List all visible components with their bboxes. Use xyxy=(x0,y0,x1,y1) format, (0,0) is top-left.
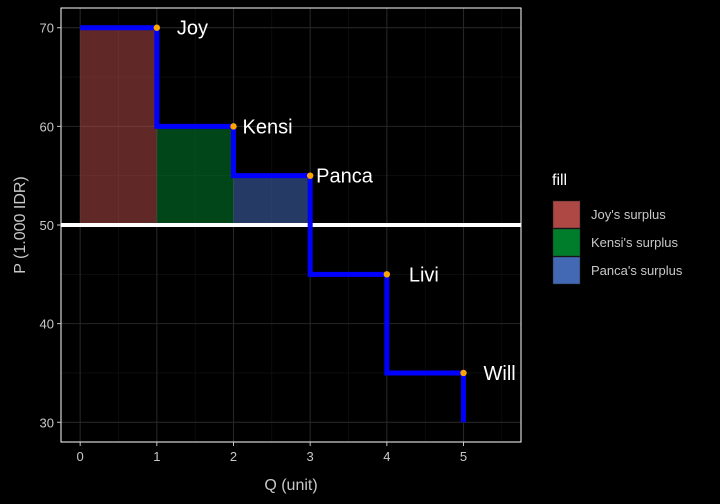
y-tick-label: 40 xyxy=(40,317,54,332)
legend-swatch xyxy=(552,200,581,229)
y-axis: 30 40 50 60 70 xyxy=(40,21,61,430)
buyer-point xyxy=(460,369,467,377)
y-axis-title: P (1.000 IDR) xyxy=(12,176,29,274)
legend-title: fill xyxy=(552,172,567,189)
legend-swatch xyxy=(552,256,581,285)
buyer-label: Panca xyxy=(316,166,374,188)
x-tick-label: 2 xyxy=(230,449,237,464)
y-tick-label: 30 xyxy=(40,415,54,430)
y-tick-label: 60 xyxy=(40,119,54,134)
legend-label: Panca's surplus xyxy=(591,263,683,278)
x-tick-label: 5 xyxy=(460,449,467,464)
surplus-area xyxy=(156,126,234,225)
buyer-point xyxy=(230,123,237,130)
legend-label: Kensi's surplus xyxy=(591,235,679,250)
x-tick-label: 3 xyxy=(307,449,314,464)
buyer-label: Joy xyxy=(177,18,208,40)
buyer-point xyxy=(153,24,161,31)
y-tick-label: 50 xyxy=(40,218,54,233)
legend: fill Joy's surplus Kensi's surplus Panca's… xyxy=(552,172,683,285)
legend-swatch xyxy=(552,228,581,257)
buyer-label: Will xyxy=(484,363,516,385)
surplus-areas xyxy=(80,27,311,226)
legend-label: Joy's surplus xyxy=(591,207,666,222)
x-tick-label: 4 xyxy=(383,449,390,464)
surplus-area xyxy=(233,175,311,225)
buyer-label: Livi xyxy=(409,264,439,286)
x-tick-label: 0 xyxy=(77,449,84,464)
x-axis: 0 1 2 3 4 5 xyxy=(77,442,467,464)
y-tick-label: 70 xyxy=(40,21,54,36)
buyer-point xyxy=(306,172,314,179)
buyer-labels: Joy Kensi Panca Livi Will xyxy=(177,18,516,385)
buyer-label: Kensi xyxy=(243,116,293,138)
buyer-point xyxy=(383,271,391,278)
x-axis-title: Q (unit) xyxy=(264,477,317,494)
surplus-area xyxy=(80,27,157,226)
x-tick-label: 1 xyxy=(153,449,160,464)
buyer-points xyxy=(153,24,467,377)
